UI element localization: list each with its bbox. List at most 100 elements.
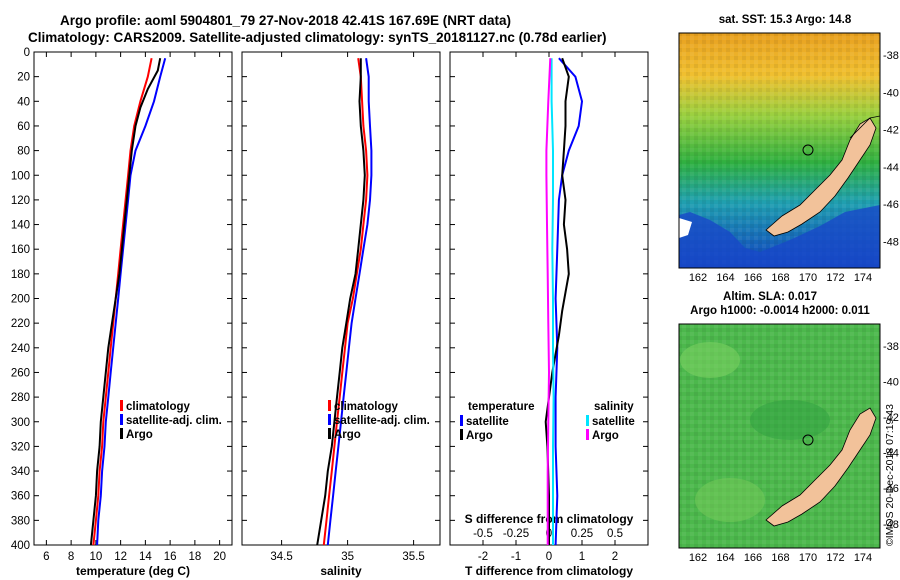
y-tick-label: 40 bbox=[17, 96, 30, 108]
plot-frame bbox=[241, 51, 441, 546]
page-title-line2: Climatology: CARS2009. Satellite-adjuste… bbox=[28, 30, 607, 45]
map-lat-label: -38 bbox=[883, 341, 899, 353]
x-tick-label: 8 bbox=[68, 551, 74, 563]
map-lat-label: -46 bbox=[883, 199, 899, 211]
series-line-t-argo bbox=[544, 57, 570, 545]
legend-swatch bbox=[120, 414, 123, 425]
x-axis-label: temperature (deg C) bbox=[76, 564, 190, 578]
y-tick-label: 240 bbox=[11, 343, 30, 355]
map-lat-label: -42 bbox=[883, 125, 899, 137]
map-lon-label: 164 bbox=[716, 272, 734, 284]
y-tick-label: 340 bbox=[11, 466, 30, 478]
y-tick-label: 20 bbox=[17, 72, 30, 84]
y-tick-label: 320 bbox=[11, 441, 30, 453]
x-axis-label: salinity bbox=[320, 564, 362, 578]
legend-label: satellite bbox=[592, 416, 635, 428]
y-tick-label: 360 bbox=[11, 491, 30, 503]
series-line-argo bbox=[316, 58, 366, 546]
credit-text: ©IMOS 20-Dec-2018 07:19:43 bbox=[884, 404, 896, 546]
map-lon-label: 168 bbox=[771, 552, 789, 564]
x-tick-label: -2 bbox=[478, 551, 488, 563]
chart-salinity: 34.5 35 35.5 salinity climatology satellite-a… bbox=[241, 51, 441, 578]
x-tick-label: 14 bbox=[139, 551, 152, 563]
map-lon-label: 174 bbox=[854, 552, 872, 564]
legend-swatch bbox=[586, 415, 589, 426]
legend-label: climatology bbox=[126, 401, 191, 413]
legend-label: Argo bbox=[592, 430, 619, 442]
sla-map bbox=[679, 324, 880, 548]
y-tick-label: 280 bbox=[11, 392, 30, 404]
legend-salinity-title: salinity bbox=[594, 401, 634, 413]
plot-frame bbox=[33, 51, 233, 546]
satellite-maps: -38 -40 -42 -44 -46 -48 162 164 166 168 170 172 174 -… bbox=[678, 32, 899, 564]
x-tick-label: 35 bbox=[341, 551, 354, 563]
y-tick-label: 180 bbox=[11, 269, 30, 281]
x-tick-label: 10 bbox=[89, 551, 102, 563]
map-lon-label: 172 bbox=[826, 272, 844, 284]
y-tick-label: 160 bbox=[11, 244, 30, 256]
legend-label: satellite-adj. clim. bbox=[334, 415, 430, 427]
south-island-land bbox=[765, 117, 877, 237]
y-tick-label: 380 bbox=[11, 515, 30, 527]
y-tick-label: 120 bbox=[11, 195, 30, 207]
map-lat-label: -44 bbox=[883, 162, 899, 174]
series-line-satellite-adj-clim- bbox=[96, 57, 167, 546]
map-lat-label: -44 bbox=[883, 448, 899, 460]
x-axis-label: T difference from climatology bbox=[465, 564, 633, 578]
series-line-t-satellite bbox=[554, 57, 584, 546]
map-lon-label: 174 bbox=[854, 272, 872, 284]
chart-temperature: 6 8 10 12 14 16 18 20 temperature (deg C) 0 20 40 60… bbox=[11, 47, 233, 578]
legend-label: Argo bbox=[126, 429, 153, 441]
series-line-argo bbox=[89, 58, 162, 546]
x-tick-label: 20 bbox=[213, 551, 226, 563]
map-lat-label: -48 bbox=[883, 237, 899, 249]
map-lat-label: -46 bbox=[883, 483, 899, 495]
y-tick-label: 60 bbox=[17, 121, 30, 133]
legend-label: satellite-adj. clim. bbox=[126, 415, 222, 427]
map-lon-label: 170 bbox=[799, 552, 817, 564]
map-lat-label: -48 bbox=[883, 519, 899, 531]
map-lon-label: 162 bbox=[689, 552, 707, 564]
legend-swatch bbox=[460, 429, 463, 440]
series-line-satellite-adj-clim- bbox=[326, 58, 373, 546]
map-lat-label: -38 bbox=[883, 50, 899, 62]
x-tick-label: 6 bbox=[43, 551, 49, 563]
s-diff-tick-label: -0.5 bbox=[473, 528, 493, 540]
legend-swatch bbox=[586, 429, 589, 440]
sst-map bbox=[679, 33, 880, 268]
x-tick-label: 18 bbox=[188, 551, 201, 563]
y-tick-label: 400 bbox=[11, 540, 30, 552]
legend-temperature-title: temperature bbox=[468, 401, 534, 413]
legend-label: climatology bbox=[334, 401, 399, 413]
map-lon-label: 170 bbox=[799, 272, 817, 284]
page-title-line1: Argo profile: aoml 5904801_79 27-Nov-201… bbox=[60, 13, 511, 28]
legend-swatch bbox=[460, 415, 463, 426]
legend-label: Argo bbox=[466, 430, 493, 442]
s-diff-tick-label: 0.25 bbox=[571, 528, 593, 540]
x-tick-label: 0 bbox=[546, 551, 552, 563]
map-lat-label: -42 bbox=[883, 412, 899, 424]
sst-map-title: sat. SST: 15.3 Argo: 14.8 bbox=[718, 14, 852, 26]
sla-map-title-line2: Argo h1000: -0.0014 h2000: 0.011 bbox=[690, 305, 870, 317]
s-diff-tick-label: 0.5 bbox=[607, 528, 623, 540]
map-lat-label: -40 bbox=[883, 87, 899, 99]
legend-label: Argo bbox=[334, 429, 361, 441]
y-tick-label: 220 bbox=[11, 318, 30, 330]
series-line-climatology bbox=[322, 58, 369, 546]
legend-swatch bbox=[120, 428, 123, 439]
x-tick-label: 1 bbox=[579, 551, 585, 563]
map-lat-label: -40 bbox=[883, 377, 899, 389]
x-tick-label: 35.5 bbox=[402, 551, 424, 563]
series-line-s-argo bbox=[545, 58, 552, 545]
legend-swatch bbox=[328, 414, 331, 425]
sla-map-title-line1: Altim. SLA: 0.017 bbox=[723, 291, 817, 303]
y-tick-label: 200 bbox=[11, 294, 30, 306]
y-tick-label: 0 bbox=[24, 47, 30, 59]
x-tick-label: 2 bbox=[612, 551, 618, 563]
x-tick-label: 16 bbox=[164, 551, 177, 563]
map-lon-label: 164 bbox=[716, 552, 734, 564]
y-tick-label: 140 bbox=[11, 220, 30, 232]
map-lon-label: 166 bbox=[744, 552, 762, 564]
s-diff-tick-label: -0.25 bbox=[503, 528, 529, 540]
